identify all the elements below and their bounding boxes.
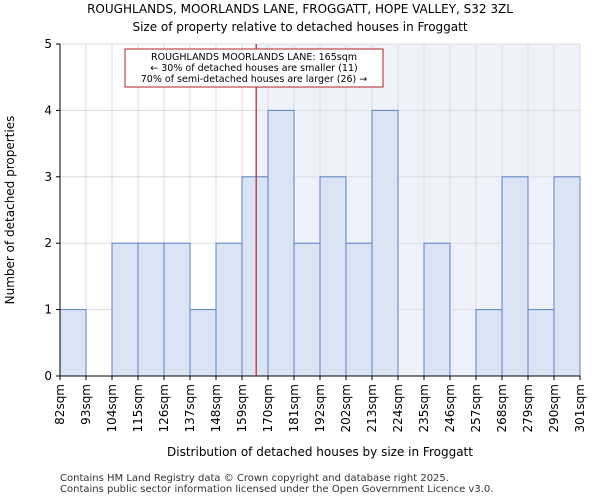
y-tick-label: 1: [44, 303, 52, 317]
histogram-bar: [59, 309, 87, 377]
annotation-line-3: 70% of semi-detached houses are larger (…: [141, 74, 368, 85]
y-tick-label: 3: [44, 170, 52, 184]
histogram-bar: [319, 176, 347, 377]
histogram-bar: [501, 176, 529, 377]
x-tick-label: 148sqm: [209, 384, 223, 432]
histogram-bar: [475, 309, 503, 377]
footer-licence: Contains public sector information licen…: [60, 484, 494, 495]
histogram-bar: [189, 309, 217, 377]
x-axis-title: Distribution of detached houses by size …: [167, 445, 473, 459]
x-tick-label: 290sqm: [547, 384, 561, 432]
histogram-bar: [215, 242, 243, 377]
chart-subtitle: Size of property relative to detached ho…: [132, 20, 468, 34]
y-tick-label: 5: [44, 37, 52, 51]
y-tick-label: 4: [44, 103, 52, 117]
annotation-line-2: ← 30% of detached houses are smaller (11…: [150, 63, 357, 74]
y-tick-label: 2: [44, 236, 52, 250]
histogram-bar: [371, 109, 399, 377]
x-tick-label: 279sqm: [521, 384, 535, 432]
x-tick-label: 170sqm: [261, 384, 275, 432]
x-tick-label: 181sqm: [287, 384, 301, 432]
histogram-bar: [293, 242, 321, 377]
x-tick-label: 137sqm: [183, 384, 197, 432]
histogram-bar: [163, 242, 191, 377]
histogram-bar: [423, 242, 451, 377]
histogram-bar: [345, 242, 373, 377]
x-tick-label: 224sqm: [391, 384, 405, 432]
x-tick-label: 202sqm: [339, 384, 353, 432]
histogram-bar: [553, 176, 581, 377]
annotation-box: [124, 48, 384, 88]
y-axis-title: Number of detached properties: [3, 116, 17, 305]
x-tick-label: 257sqm: [469, 384, 483, 432]
x-tick-label: 104sqm: [105, 384, 119, 432]
x-tick-label: 82sqm: [53, 384, 67, 425]
histogram-bar: [527, 309, 555, 377]
x-tick-label: 235sqm: [417, 384, 431, 432]
x-tick-label: 126sqm: [157, 384, 171, 432]
histogram-bar: [137, 242, 165, 377]
x-tick-label: 93sqm: [79, 384, 93, 425]
x-tick-label: 159sqm: [235, 384, 249, 432]
y-tick-label: 0: [44, 369, 52, 383]
histogram-bar: [267, 109, 295, 377]
x-tick-label: 213sqm: [365, 384, 379, 432]
x-tick-label: 301sqm: [573, 384, 587, 432]
x-tick-label: 192sqm: [313, 384, 327, 432]
x-tick-label: 246sqm: [443, 384, 457, 432]
histogram-bar: [111, 242, 139, 377]
x-tick-label: 268sqm: [495, 384, 509, 432]
histogram-bar: [241, 176, 269, 377]
footer-copyright: Contains HM Land Registry data © Crown c…: [60, 473, 449, 484]
chart-title: ROUGHLANDS, MOORLANDS LANE, FROGGATT, HO…: [87, 2, 513, 16]
annotation-line-1: ROUGHLANDS MOORLANDS LANE: 165sqm: [151, 52, 357, 63]
x-tick-label: 115sqm: [131, 384, 145, 432]
